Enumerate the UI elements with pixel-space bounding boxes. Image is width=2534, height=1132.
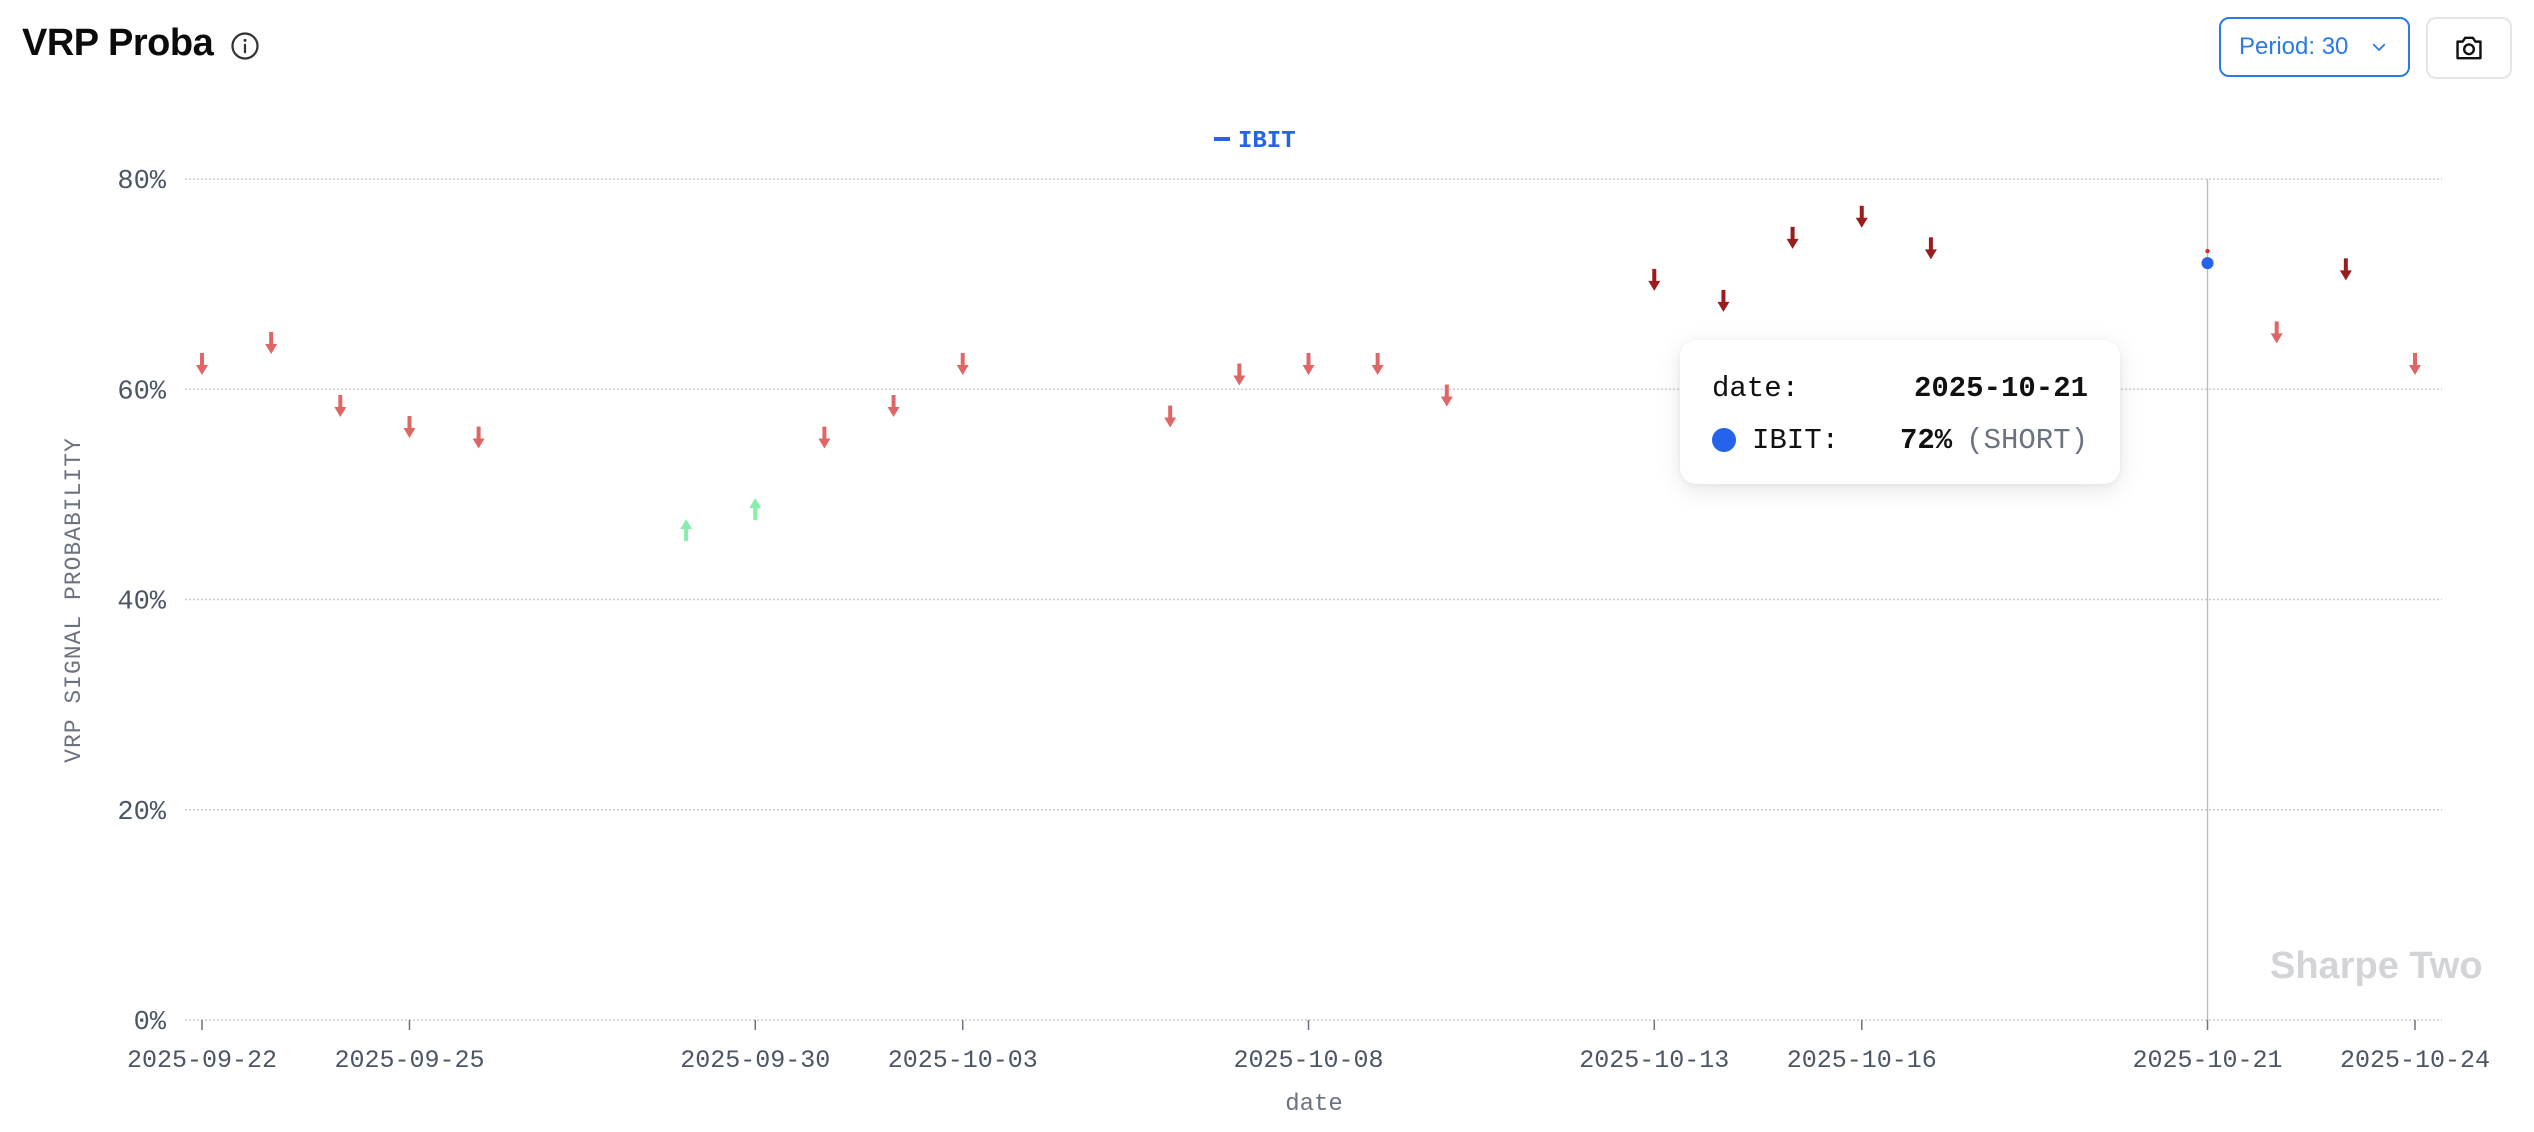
- x-tick-label: 2025-10-03: [888, 1046, 1038, 1075]
- y-tick-label: 0%: [134, 1008, 167, 1038]
- legend-swatch-ibit: [1214, 137, 1230, 141]
- y-tick-label: 80%: [117, 167, 166, 197]
- chart-legend[interactable]: IBIT: [1214, 128, 1296, 155]
- short-arrow-point[interactable]: [1786, 226, 1799, 249]
- period-select[interactable]: Period: 30: [2219, 17, 2410, 77]
- camera-icon: [2456, 36, 2482, 60]
- tooltip-series-dot: [1712, 428, 1736, 452]
- short-arrow-point[interactable]: [956, 352, 969, 375]
- short-arrow-point[interactable]: [1855, 205, 1868, 228]
- screenshot-button[interactable]: [2426, 17, 2512, 79]
- period-select-label: Period: 30: [2239, 33, 2349, 60]
- long-arrow-point[interactable]: [680, 519, 693, 542]
- highlighted-point-marker: [2205, 248, 2210, 254]
- short-arrow-point[interactable]: [2339, 258, 2352, 281]
- short-arrow-point[interactable]: [403, 416, 416, 439]
- tooltip-date-key: date:: [1712, 371, 1800, 405]
- short-arrow-point[interactable]: [265, 331, 278, 354]
- short-arrow-point[interactable]: [196, 352, 208, 375]
- x-tick-label: 2025-10-16: [1787, 1046, 1937, 1075]
- tooltip-series-value: 72%: [1899, 423, 1953, 457]
- short-arrow-point[interactable]: [2270, 321, 2283, 344]
- short-arrow-point[interactable]: [887, 395, 900, 418]
- x-axis-ticks: 2025-09-22 2025-09-25 2025-09-30 2025-10-03…: [127, 1020, 2490, 1075]
- x-tick-label: 2025-10-13: [1579, 1046, 1729, 1075]
- short-arrow-point[interactable]: [1164, 405, 1177, 428]
- short-arrow-point[interactable]: [1440, 384, 1453, 407]
- tooltip-signal: (SHORT): [1966, 423, 2088, 457]
- y-tick-label: 20%: [117, 798, 166, 828]
- data-points[interactable]: [196, 205, 2421, 542]
- tooltip-date-value: 2025-10-21: [1913, 371, 2088, 405]
- x-tick-label: 2025-10-24: [2340, 1046, 2490, 1075]
- y-axis-title: VRP SIGNAL PROBABILITY: [61, 437, 87, 763]
- y-axis-ticks: 0% 20% 40% 60% 80%: [117, 167, 166, 1038]
- short-arrow-point[interactable]: [2409, 352, 2421, 375]
- x-axis-title: date: [1285, 1091, 1343, 1118]
- short-arrow-point[interactable]: [472, 426, 485, 449]
- short-arrow-point[interactable]: [1924, 237, 1937, 260]
- short-arrow-point[interactable]: [1648, 268, 1661, 291]
- tooltip-date-row: date: 2025-10-21: [1712, 362, 2088, 414]
- page-title: VRP Proba: [22, 22, 214, 64]
- x-tick-label: 2025-10-08: [1233, 1046, 1383, 1075]
- x-tick-label: 2025-09-30: [680, 1046, 830, 1075]
- chart-grid: [185, 178, 2442, 1021]
- chevron-down-icon: [2372, 43, 2386, 51]
- short-arrow-point[interactable]: [1233, 363, 1246, 386]
- x-tick-label: 2025-10-21: [2133, 1046, 2283, 1075]
- short-arrow-point[interactable]: [818, 426, 831, 449]
- tooltip-series-row: IBIT: 72% (SHORT): [1712, 414, 2088, 466]
- x-tick-label: 2025-09-22: [127, 1046, 277, 1075]
- chart-tooltip: date: 2025-10-21 IBIT: 72% (SHORT): [1680, 340, 2120, 484]
- short-arrow-point[interactable]: [1371, 352, 1384, 375]
- long-arrow-point[interactable]: [749, 498, 762, 521]
- x-tick-label: 2025-09-25: [334, 1046, 484, 1075]
- short-arrow-point[interactable]: [1302, 352, 1315, 375]
- legend-label-ibit: IBIT: [1238, 128, 1296, 155]
- y-tick-label: 60%: [117, 377, 166, 407]
- y-tick-label: 40%: [117, 588, 166, 618]
- tooltip-series-key: IBIT:: [1752, 423, 1840, 457]
- short-arrow-point[interactable]: [1717, 289, 1730, 312]
- watermark: Sharpe Two: [2270, 945, 2483, 987]
- info-circle-icon[interactable]: [230, 31, 260, 61]
- short-arrow-point[interactable]: [334, 395, 347, 418]
- highlighted-point[interactable]: [2201, 257, 2214, 270]
